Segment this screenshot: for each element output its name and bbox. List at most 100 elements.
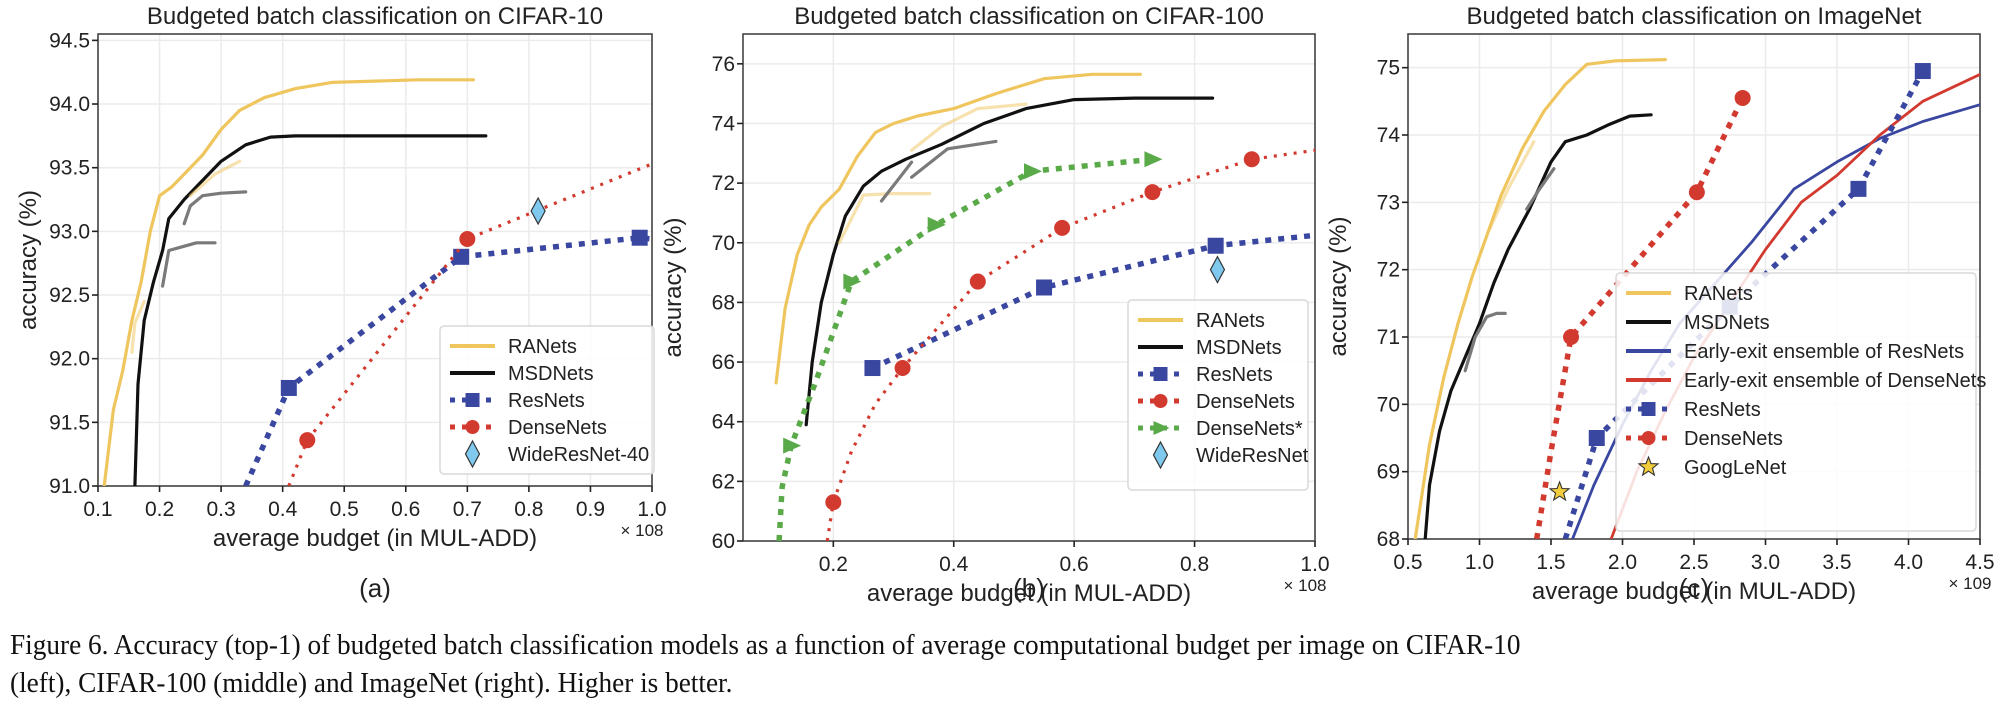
series-line — [837, 192, 932, 245]
series-ranets-sub2 — [188, 159, 242, 198]
legend-swatch-marker — [465, 393, 480, 407]
legend-swatch-marker — [1153, 421, 1170, 435]
data-point-circle — [969, 273, 986, 290]
legend-item: RANets — [1138, 310, 1265, 332]
series-msdnets — [133, 134, 488, 486]
x-tick-label: 0.3 — [207, 498, 236, 521]
legend: RANets MSDNets ResNets DenseNets WideResNet-… — [439, 325, 655, 475]
series-msdnets-sub2 — [1525, 167, 1556, 211]
series-line — [188, 159, 242, 198]
series-msdnets — [804, 96, 1215, 427]
legend-label: RANets — [508, 336, 577, 358]
legend-swatch-marker — [465, 420, 480, 434]
plot-area — [102, 78, 652, 486]
series-line — [182, 190, 248, 226]
data-point-circle — [825, 494, 842, 511]
data-point-square — [1036, 279, 1053, 296]
figure-canvas: 0.1 0.2 0.3 0.4 0.5 0.6 0.7 0.8 0.9 1.0 91.0 91.5 92… — [15, 3, 1995, 607]
y-tick-label: 92.5 — [49, 284, 90, 307]
data-point-circle — [459, 230, 476, 247]
y-tick-label: 91.0 — [49, 475, 90, 498]
series-ranets — [102, 78, 476, 486]
legend-item: WideResNet — [1152, 440, 1309, 470]
x-tick-label: 0.6 — [1060, 553, 1089, 576]
data-point-diamond — [530, 196, 546, 226]
data-point-diamond — [1209, 255, 1226, 284]
series-line — [910, 102, 1028, 152]
data-point-square — [453, 248, 470, 265]
data-point-circle — [1054, 219, 1071, 236]
x-tick-label: 3.5 — [1822, 551, 1851, 574]
y-tick-label: 66 — [712, 351, 735, 374]
series-line — [1533, 96, 1746, 539]
data-point-square — [1850, 180, 1867, 197]
panel-label: (a) — [359, 573, 391, 603]
series-line — [910, 139, 998, 179]
series-msdnets-sub1 — [1463, 311, 1507, 373]
y-tick-label: 71 — [1377, 326, 1400, 349]
legend: RANets MSDNets ResNets DenseNets DenseNets* W… — [1127, 299, 1309, 491]
chart-title: Budgeted batch classification on CIFAR-1… — [147, 3, 603, 30]
data-point-circle — [894, 360, 911, 377]
y-axis-label: accuracy (%) — [1325, 216, 1352, 356]
legend-label: DenseNets — [1684, 428, 1783, 450]
legend-item: DenseNets — [1626, 428, 1783, 450]
series-line — [130, 299, 146, 354]
legend-label: WideResNet-40 — [508, 444, 649, 466]
series-densenets — [287, 162, 652, 486]
series-msdnets-sub2 — [910, 139, 998, 179]
series-googlenet — [1548, 480, 1571, 502]
y-tick-label: 73 — [1377, 191, 1400, 214]
x-tick-label: 0.1 — [83, 498, 112, 521]
data-point-square — [631, 229, 648, 246]
plot-frame — [742, 33, 1316, 542]
legend-item: MSDNets — [450, 363, 594, 385]
legend-swatch-marker — [1153, 367, 1168, 381]
panel-label: (c) — [1679, 573, 1709, 603]
x-tick-label: 1.0 — [1465, 551, 1494, 574]
series-line — [1423, 113, 1653, 539]
series-resnets — [864, 232, 1315, 377]
y-tick-label: 93.5 — [49, 157, 90, 180]
data-point-circle — [1243, 151, 1260, 168]
series-line — [1562, 69, 1926, 539]
y-tick-label: 75 — [1377, 57, 1400, 80]
data-point-circle — [1688, 184, 1705, 201]
x-tick-label: 3.0 — [1751, 551, 1780, 574]
x-tick-label: 1.5 — [1536, 551, 1565, 574]
series-ranets-sub1 — [130, 299, 146, 354]
y-tick-label: 74 — [712, 112, 736, 135]
series-densenets — [1533, 89, 1751, 539]
series-line — [161, 241, 217, 288]
x-tick-label: 2.0 — [1608, 551, 1637, 574]
x-scale-note: × 109 — [1948, 574, 1991, 593]
legend-swatch-marker — [1637, 455, 1660, 477]
x-tick-label: 0.8 — [1180, 553, 1209, 576]
x-tick-label: 0.4 — [939, 553, 969, 576]
data-point-square — [864, 360, 881, 377]
legend-label: ResNets — [508, 390, 585, 412]
y-tick-label: 68 — [712, 291, 735, 314]
panel-cifar10: 0.1 0.2 0.3 0.4 0.5 0.6 0.7 0.8 0.9 1.0 91.0 91.5 92… — [15, 3, 667, 603]
data-point-circle — [1144, 184, 1161, 201]
x-tick-label: 0.6 — [391, 498, 420, 521]
legend-swatch-marker — [1153, 394, 1168, 408]
legend-label: Early-exit ensemble of DenseNets — [1684, 370, 1986, 392]
y-tick-label: 94.0 — [49, 93, 90, 116]
legend-swatch-marker — [464, 439, 481, 469]
legend-item: GoogLeNet — [1637, 455, 1787, 479]
x-scale-note: × 108 — [620, 521, 663, 540]
series-msdnets-sub2 — [182, 190, 248, 226]
x-tick-label: 0.8 — [514, 498, 543, 521]
series-line — [776, 156, 1153, 541]
legend-item: DenseNets — [1138, 391, 1295, 413]
data-point-star — [1548, 480, 1571, 502]
legend-label: ResNets — [1684, 399, 1761, 421]
legend-label: MSDNets — [508, 363, 594, 385]
legend-item: RANets — [1626, 283, 1753, 305]
plot-area — [774, 72, 1315, 541]
y-tick-label: 60 — [712, 530, 735, 553]
legend-swatch-marker — [1152, 440, 1169, 470]
caption-line-2: (left), CIFAR-100 (middle) and ImageNet … — [10, 667, 733, 699]
legend: RANets MSDNets Early-exit ensemble of ResN… — [1615, 272, 1986, 532]
